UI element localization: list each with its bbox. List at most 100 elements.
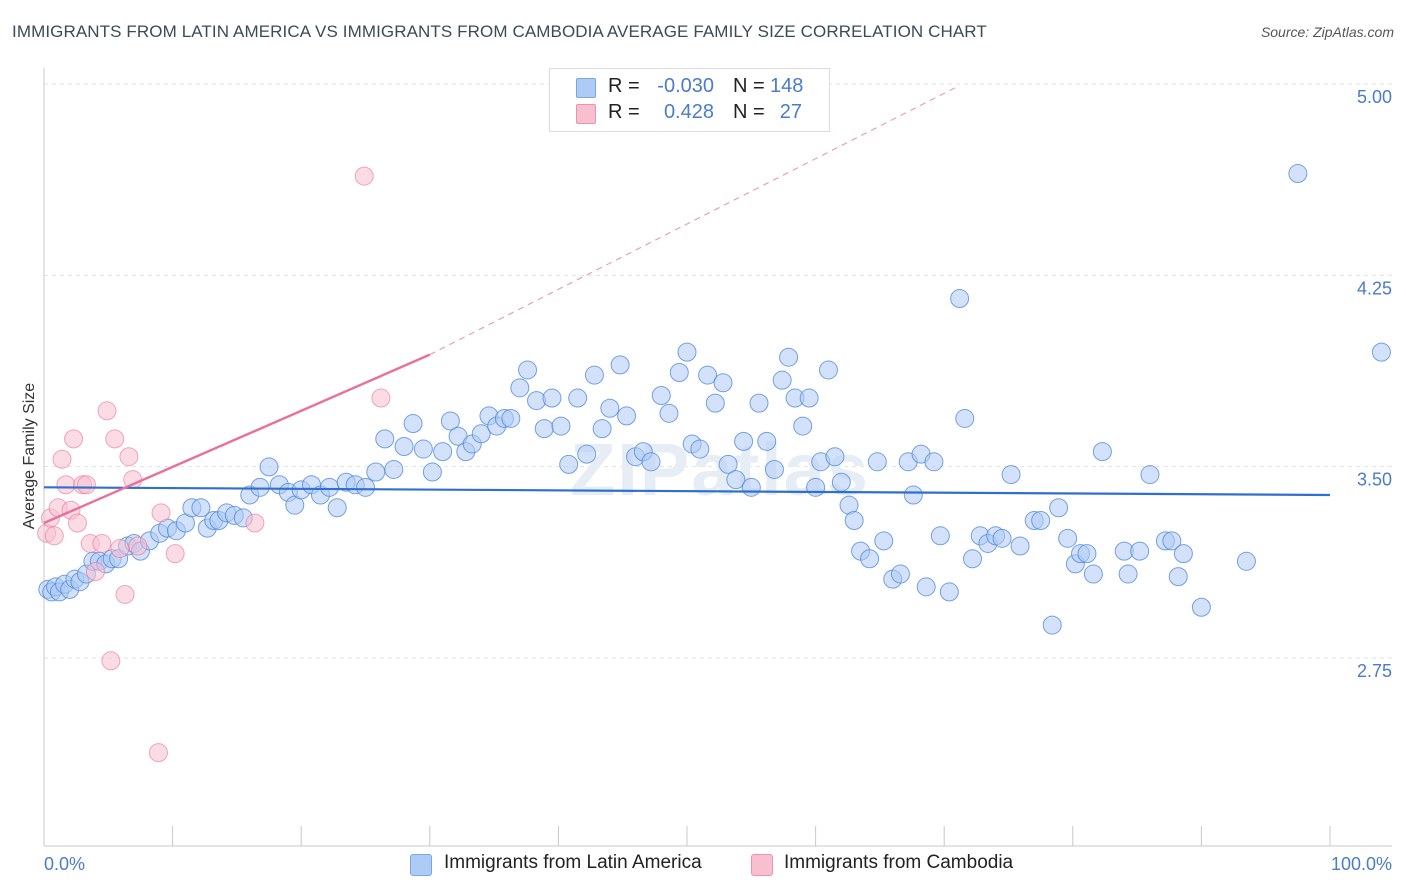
latin-america-point [831, 472, 851, 492]
latin-america-point [1173, 544, 1193, 564]
cambodia-point [85, 562, 105, 582]
trend-lines [43, 86, 1331, 525]
latin-swatch-icon [576, 78, 596, 98]
r-value: 0.428 [663, 101, 714, 123]
latin-america-point [793, 416, 813, 436]
cambodia-points [37, 166, 391, 763]
latin-america-point [799, 388, 819, 408]
latin-america-point [1058, 528, 1078, 548]
latin-america-point [250, 477, 270, 497]
cambodia-swatch-icon [576, 104, 596, 124]
n-value: 27 [779, 101, 802, 123]
cambodia-point [105, 429, 125, 449]
latin-america-point [641, 452, 661, 472]
cambodia-point [44, 526, 64, 546]
cambodia-point [92, 533, 112, 553]
latin-america-point [930, 526, 950, 546]
latin-america-point [726, 470, 746, 490]
r-label: R = [608, 75, 640, 97]
latin-america-point [757, 431, 777, 451]
latin-america-point [890, 564, 910, 584]
latin-america-point [577, 444, 597, 464]
cambodia-point [245, 513, 265, 533]
latin-america-point [1083, 564, 1103, 584]
r-value: -0.030 [657, 75, 714, 97]
cambodia-point [115, 584, 135, 604]
latin-america-point [1031, 510, 1051, 530]
cambodia-point [354, 166, 374, 186]
n-value: 148 [770, 75, 804, 97]
cambodia-point [119, 447, 139, 467]
latin-america-point [191, 498, 211, 518]
latin-america-point [1162, 531, 1182, 551]
latin-america-point [422, 462, 442, 482]
latin-america-point [319, 477, 339, 497]
cambodia-swatch-icon [751, 854, 773, 876]
y-axis-label: Average Family Size [21, 383, 38, 530]
cambodia-point [148, 743, 168, 763]
latin-america-point [992, 528, 1012, 548]
latin-america-point [1191, 597, 1211, 617]
latin-america-point [584, 365, 604, 385]
cambodia-trend-line [43, 353, 431, 525]
cambodia-point [52, 449, 72, 469]
cambodia-point [97, 401, 117, 421]
latin-america-point [772, 370, 792, 390]
latin-america-point [741, 477, 761, 497]
latin-america-point [1236, 551, 1256, 571]
latin-america-point [394, 437, 414, 457]
cambodia-point [165, 544, 185, 564]
legend-label: Immigrants from Latin America [444, 852, 702, 873]
latin-america-point [384, 459, 404, 479]
latin-america-point [806, 477, 826, 497]
latin-america-point [867, 452, 887, 472]
latin-america-points [38, 164, 1391, 635]
latin-america-point [433, 442, 453, 462]
latin-swatch-icon [410, 854, 432, 876]
x-tick-label: 100.0% [1331, 854, 1392, 874]
cambodia-point [371, 388, 391, 408]
latin-america-point [1010, 536, 1030, 556]
latin-america-point [818, 360, 838, 380]
latin-america-point [366, 462, 386, 482]
latin-america-point [669, 363, 689, 383]
y-tick-label: 4.25 [1357, 278, 1392, 298]
latin-america-point [1001, 465, 1021, 485]
latin-america-point [860, 549, 880, 569]
latin-america-point [501, 408, 521, 428]
latin-america-point [1077, 544, 1097, 564]
latin-america-point [825, 447, 845, 467]
latin-america-point [1042, 615, 1062, 635]
latin-america-point [534, 419, 554, 439]
axes [43, 68, 1392, 847]
latin-america-point [542, 388, 562, 408]
latin-america-point [259, 457, 279, 477]
latin-america-point [403, 414, 423, 434]
latin-america-point [617, 406, 637, 426]
n-label: N = [733, 101, 765, 123]
latin-america-point [1371, 342, 1391, 362]
latin-america-point [413, 439, 433, 459]
latin-america-point [471, 424, 491, 444]
latin-america-point [327, 498, 347, 518]
latin-america-point [551, 416, 571, 436]
latin-america-trend-line [43, 486, 1331, 497]
series-legend: Immigrants from Latin America Immigrants… [0, 852, 1406, 878]
latin-america-point [764, 459, 784, 479]
latin-america-point [1049, 498, 1069, 518]
latin-america-point [651, 385, 671, 405]
cambodia-point [151, 503, 171, 523]
latin-america-point [1130, 541, 1150, 561]
y-tick-label: 3.50 [1357, 470, 1392, 490]
cambodia-point [110, 539, 130, 559]
cambodia-point [64, 429, 84, 449]
latin-america-point [705, 393, 725, 413]
latin-america-point [1140, 465, 1160, 485]
n-label: N = [733, 75, 765, 97]
x-tick-labels: 0.0% 100.0% [44, 854, 1392, 874]
latin-america-point [1288, 164, 1308, 184]
source-label: Source: ZipAtlas.com [1260, 24, 1394, 40]
latin-america-point [592, 419, 612, 439]
latin-america-point [677, 342, 697, 362]
y-tick-label: 5.00 [1357, 87, 1392, 107]
